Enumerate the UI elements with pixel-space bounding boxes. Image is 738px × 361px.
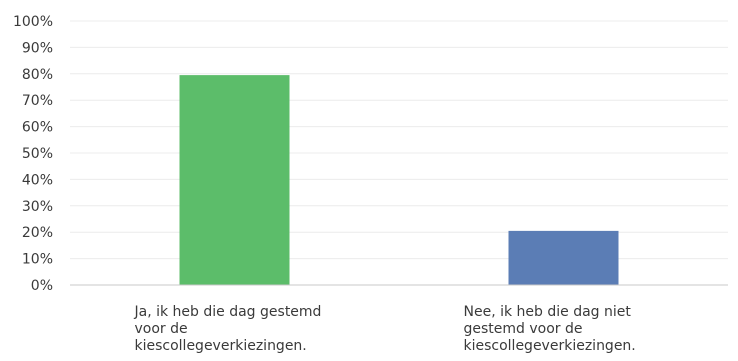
x-category-label-line: voor de [134, 321, 188, 337]
y-axis-ticks: 0% 10% 20% 30% 40% 50% 60% 70% 80% 90% 100% [13, 14, 53, 294]
y-tick-label: 50% [22, 146, 53, 162]
y-tick-label: 80% [22, 67, 53, 83]
y-tick-label: 20% [22, 225, 53, 241]
gridlines [70, 20, 728, 260]
x-category-label-line: Nee, ik heb die dag niet [463, 304, 631, 320]
y-tick-label: 90% [22, 40, 53, 56]
x-category-label-line: kiescollegeverkiezingen. [463, 338, 636, 354]
y-tick-label: 40% [22, 172, 53, 188]
x-category-label: Nee, ik heb die dag niet gestemd voor de k… [464, 304, 636, 355]
y-tick-label: 70% [22, 93, 53, 109]
bar-1 [179, 75, 290, 286]
x-category-label-line: Ja, ik heb die dag gestemd [134, 304, 322, 320]
y-tick-label: 10% [22, 252, 53, 268]
y-tick-label: 60% [22, 120, 53, 136]
y-tick-label: 30% [22, 199, 53, 215]
y-tick-label: 100% [13, 14, 53, 30]
y-tick-label: 0% [31, 278, 53, 294]
bar-2 [508, 230, 619, 285]
bars [179, 75, 619, 286]
x-category-label: Ja, ik heb die dag gestemd voor de kiescol… [135, 304, 322, 355]
x-category-label-line: gestemd voor de [463, 321, 583, 337]
x-category-label-line: kiescollegeverkiezingen. [134, 338, 307, 354]
